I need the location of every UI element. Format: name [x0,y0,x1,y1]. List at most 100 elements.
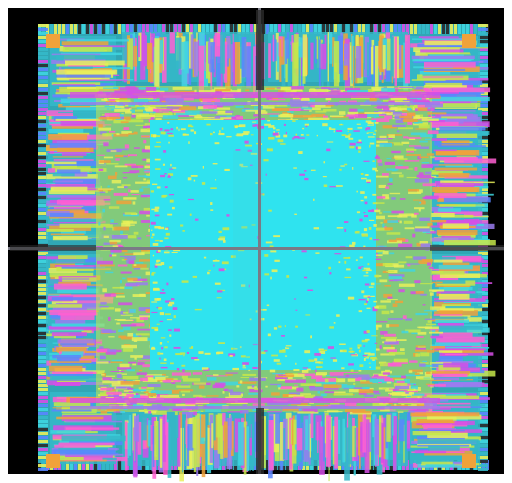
peripheral-cell [141,250,157,254]
pad-cell [478,28,488,31]
peripheral-cell [407,105,410,107]
pad-cell [38,136,48,139]
peripheral-cell [113,226,130,231]
core-speck [370,356,377,360]
core-speck [295,309,298,311]
peripheral-cell [391,169,397,172]
io-stripe [147,420,151,447]
peripheral-cell [386,402,393,405]
peripheral-cell [266,87,275,90]
peripheral-cell [382,125,397,129]
core-speck [305,314,311,316]
pad-cell [38,312,48,315]
peripheral-cell [349,412,372,415]
core-speck [368,122,374,124]
io-stripe [47,195,97,198]
core-speck [223,240,226,243]
peripheral-cell [123,408,128,410]
io-stripe [428,445,460,451]
io-stripe [63,45,125,48]
peripheral-cell [254,98,259,101]
peripheral-cell [388,239,397,242]
core-speck [310,335,312,339]
core-speck [292,249,295,251]
io-blocks [46,32,497,482]
core-speck [220,289,225,291]
bus-band [70,102,440,105]
peripheral-cell [320,393,327,397]
peripheral-cell [388,276,402,280]
core-speck [334,253,342,255]
io-stripe [232,42,237,87]
core-speck [182,133,189,136]
core-speck [292,120,296,122]
peripheral-cell [98,221,101,226]
peripheral-cell [426,231,437,234]
core-speck [259,318,265,321]
pad-cell [38,132,48,135]
peripheral-cell [143,139,147,144]
peripheral-cell [128,361,137,364]
peripheral-cell [155,118,162,121]
io-stripe [360,421,365,458]
peripheral-cell [102,190,108,193]
core-speck [170,163,172,167]
peripheral-cell [377,159,382,163]
pad-cell [290,24,293,34]
peripheral-cell [398,261,407,264]
peripheral-cell [240,392,244,394]
pad-cell [50,24,53,34]
core-speck [218,238,225,241]
core-speck [283,134,288,138]
peripheral-cell [397,215,408,218]
core-speck [281,335,285,337]
core-speck [372,167,377,171]
peripheral-cell [421,162,430,164]
core-speck [164,313,171,316]
peripheral-cell [120,121,129,124]
peripheral-cell [124,144,130,149]
io-stripe [65,60,125,66]
peripheral-cell [103,156,114,159]
io-stripe [333,41,340,87]
peripheral-cell [131,165,144,169]
core-speck [176,126,178,129]
peripheral-cell [180,390,191,393]
pad-cell [270,24,273,34]
pad-cell [478,268,488,271]
core-speck [361,177,367,180]
io-stripe [223,41,228,83]
peripheral-cell [142,158,147,161]
io-stripe [344,427,350,481]
pad-cell [478,416,488,419]
core-speck [231,347,236,350]
core-speck [154,145,161,148]
io-stripe [235,42,241,85]
peripheral-cell [104,105,120,108]
core-speck [368,362,371,364]
pad-cell [38,152,48,155]
core-speck [217,290,223,293]
core-speck [322,123,328,127]
peripheral-cell [386,232,401,235]
io-stripe [201,414,206,438]
peripheral-cell [292,89,302,92]
peripheral-cell [247,386,257,389]
io-stripe [57,141,109,144]
peripheral-cell [409,393,425,396]
io-stripe [272,34,275,62]
core-speck [273,131,275,133]
peripheral-cell [162,373,166,377]
pad-cell [478,432,488,435]
peripheral-cell [175,408,192,411]
core-speck [154,206,160,210]
io-stripe [393,416,397,445]
core-speck [240,355,246,358]
peripheral-cell [123,326,131,331]
peripheral-cell [269,114,281,117]
peripheral-cell [139,259,154,262]
core-speck [203,256,207,259]
core-speck [242,133,249,136]
core-region [150,120,382,373]
pad-cell [38,348,48,351]
